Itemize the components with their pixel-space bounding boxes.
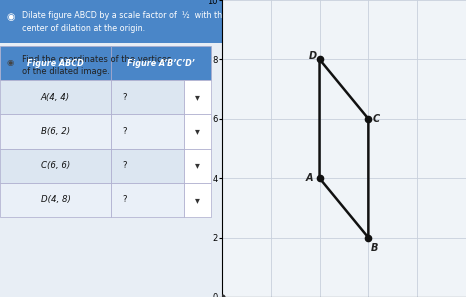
Bar bbox=[111, 114, 184, 148]
Bar bbox=[184, 148, 211, 183]
Text: ?: ? bbox=[122, 93, 127, 102]
Bar bbox=[111, 46, 211, 80]
Text: B(6, 2): B(6, 2) bbox=[41, 127, 70, 136]
Bar bbox=[111, 148, 184, 183]
Text: ▾: ▾ bbox=[195, 161, 200, 170]
Text: ◉: ◉ bbox=[7, 58, 14, 67]
Text: ◉: ◉ bbox=[7, 12, 15, 22]
Bar bbox=[0, 183, 111, 217]
Bar bbox=[184, 183, 211, 217]
Text: Figure ABCD: Figure ABCD bbox=[27, 59, 84, 68]
Text: ?: ? bbox=[122, 161, 127, 170]
Text: Figure A’B’C’D’: Figure A’B’C’D’ bbox=[127, 59, 195, 68]
Text: C: C bbox=[373, 114, 380, 124]
Text: Find the coordinates of the vertices: Find the coordinates of the vertices bbox=[22, 55, 171, 64]
Text: ▾: ▾ bbox=[195, 127, 200, 136]
Bar bbox=[0, 114, 111, 148]
Text: ▾: ▾ bbox=[195, 195, 200, 205]
Bar bbox=[184, 114, 211, 148]
Bar bbox=[0, 80, 111, 114]
Bar bbox=[111, 183, 184, 217]
Text: D(4, 8): D(4, 8) bbox=[41, 195, 70, 204]
Bar bbox=[0, 46, 111, 80]
Text: A: A bbox=[306, 173, 314, 183]
Text: ?: ? bbox=[122, 195, 127, 204]
Bar bbox=[111, 80, 184, 114]
Bar bbox=[0, 148, 111, 183]
Text: C(6, 6): C(6, 6) bbox=[41, 161, 70, 170]
Text: ?: ? bbox=[122, 127, 127, 136]
Text: ▾: ▾ bbox=[195, 92, 200, 102]
Text: Dilate figure ABCD by a scale factor of  ½  with the: Dilate figure ABCD by a scale factor of … bbox=[22, 11, 227, 20]
Text: D: D bbox=[308, 51, 317, 61]
Text: of the dilated image.: of the dilated image. bbox=[22, 67, 110, 76]
Text: B: B bbox=[371, 243, 378, 253]
Bar bbox=[184, 80, 211, 114]
Text: center of dilation at the origin.: center of dilation at the origin. bbox=[22, 24, 145, 34]
Text: A(4, 4): A(4, 4) bbox=[41, 93, 70, 102]
Bar bbox=[0, 0, 222, 43]
